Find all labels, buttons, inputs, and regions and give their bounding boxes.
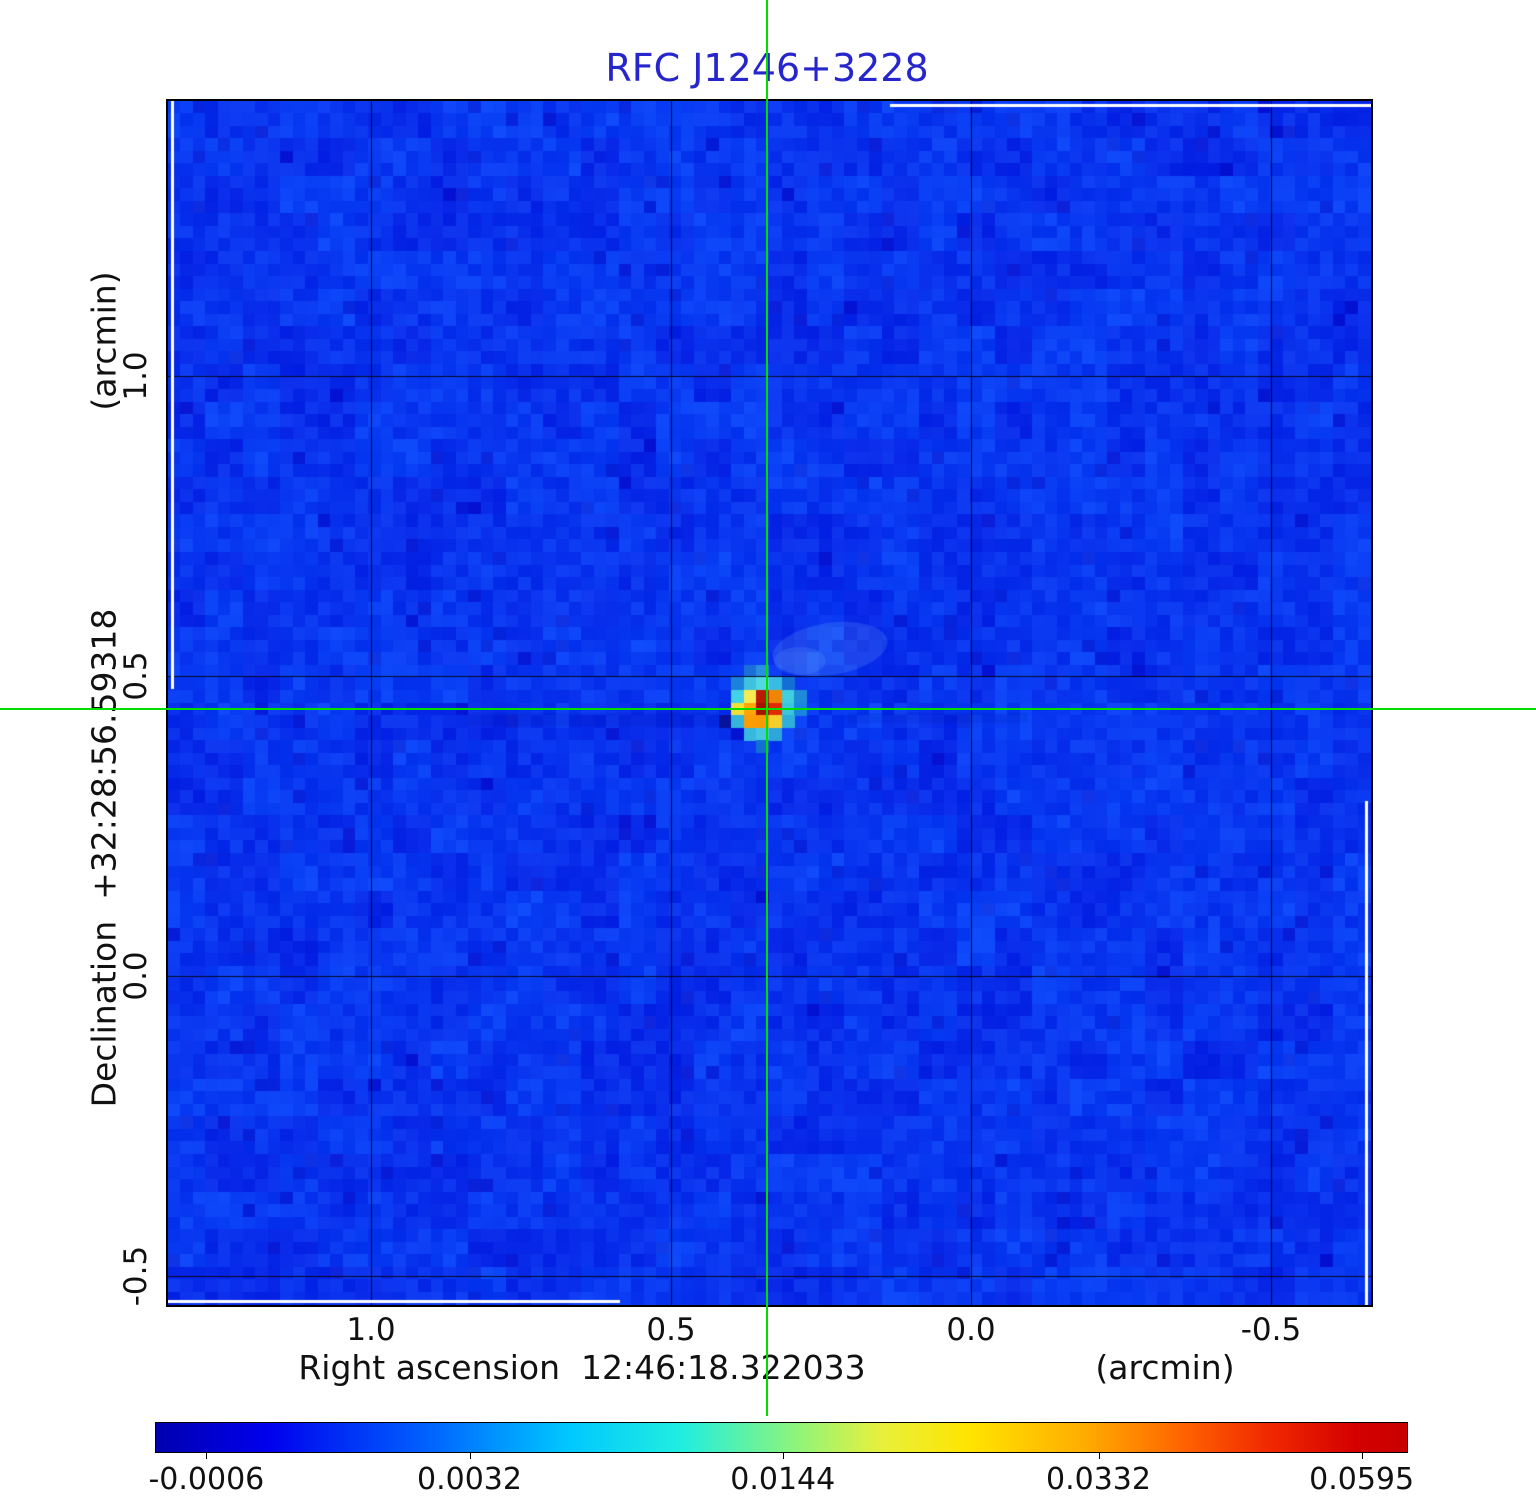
colorbar-tick: [469, 1453, 471, 1459]
x-axis-unit-label: (arcmin): [1095, 1348, 1235, 1387]
colorbar-tick-label: 0.0144: [730, 1462, 836, 1497]
colorbar-tick-label: 0.0332: [1046, 1462, 1151, 1497]
x-tick-label: 0.0: [946, 1312, 996, 1348]
colorbar-tick: [1098, 1453, 1100, 1459]
heatmap-image: [168, 101, 1371, 1305]
colorbar-tick-label: 0.0595: [1309, 1462, 1415, 1497]
colorbar-tick: [206, 1453, 208, 1459]
colorbar-tick: [1361, 1453, 1363, 1459]
crosshair-horizontal-line: [0, 708, 1536, 710]
colorbar-tick: [782, 1453, 784, 1459]
x-axis-label: Right ascension 12:46:18.322033: [298, 1348, 866, 1387]
x-tick-label: -0.5: [1240, 1312, 1302, 1348]
page-title: RFC J1246+3228: [605, 46, 929, 90]
x-tick-label: 1.0: [346, 1312, 396, 1348]
colorbar-gradient: [155, 1422, 1408, 1453]
y-tick-label: -0.5: [118, 1245, 154, 1307]
y-axis-unit-label: (arcmin): [84, 271, 124, 411]
y-axis-label: Declination +32:28:56.59318: [84, 608, 124, 1108]
colorbar-tick-label: 0.0032: [417, 1462, 522, 1497]
colorbar-tick-label: -0.0006: [148, 1462, 265, 1497]
x-tick-label: 0.5: [646, 1312, 696, 1348]
